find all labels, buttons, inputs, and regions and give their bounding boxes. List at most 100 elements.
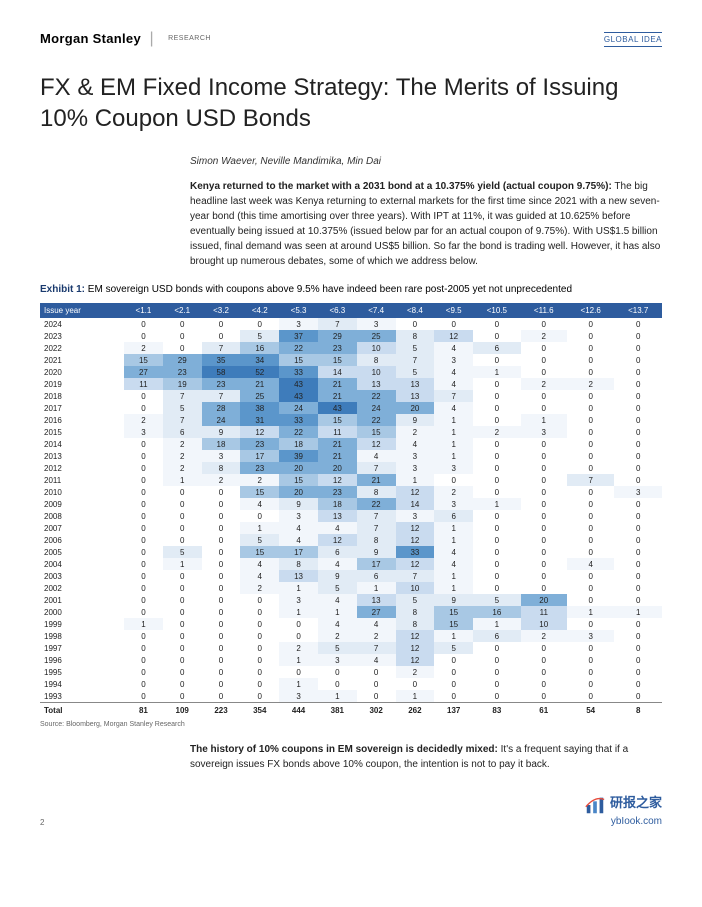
heatmap-cell: 0 [124, 582, 163, 594]
heatmap-cell: 2 [202, 474, 241, 486]
heatmap-cell: 9 [434, 594, 473, 606]
heatmap-cell: 0 [473, 402, 521, 414]
year-cell: 2001 [40, 594, 124, 606]
heatmap-cell: 3 [357, 318, 396, 330]
heatmap-cell: 0 [567, 510, 615, 522]
heatmap-cell: 1 [434, 630, 473, 642]
table-row: 2014021823182112410000 [40, 438, 662, 450]
table-row: 2016272431331522910100 [40, 414, 662, 426]
heatmap-col-header: <5.3 [279, 303, 318, 318]
exhibit-caption: EM sovereign USD bonds with coupons abov… [85, 284, 572, 295]
heatmap-cell: 0 [473, 474, 521, 486]
heatmap-cell: 13 [357, 594, 396, 606]
heatmap-cell: 4 [434, 366, 473, 378]
table-row: 200800003137360000 [40, 510, 662, 522]
heatmap-col-header: <2.1 [163, 303, 202, 318]
heatmap-cell: 0 [614, 330, 662, 342]
heatmap-cell: 17 [240, 450, 279, 462]
heatmap-cell: 1 [279, 678, 318, 690]
heatmap-cell: 24 [202, 414, 241, 426]
heatmap-cell: 43 [279, 390, 318, 402]
heatmap-cell: 58 [202, 366, 241, 378]
heatmap-cell: 0 [240, 594, 279, 606]
heatmap-cell: 1 [521, 414, 567, 426]
heatmap-cell: 0 [124, 654, 163, 666]
heatmap-cell: 0 [434, 318, 473, 330]
heatmap-cell: 0 [614, 342, 662, 354]
year-cell: 2021 [40, 354, 124, 366]
heatmap-cell: 5 [163, 546, 202, 558]
heatmap-cell: 0 [614, 438, 662, 450]
heatmap-cell: 0 [567, 390, 615, 402]
heatmap-cell: 1 [279, 606, 318, 618]
heatmap-cell: 12 [318, 534, 357, 546]
heatmap-cell: 7 [357, 642, 396, 654]
year-cell: 2011 [40, 474, 124, 486]
intro-rest: The big headline last week was Kenya ret… [190, 181, 660, 267]
heatmap-cell: 0 [124, 330, 163, 342]
heatmap-cell: 22 [279, 342, 318, 354]
heatmap-cell: 0 [567, 594, 615, 606]
year-cell: 1996 [40, 654, 124, 666]
heatmap-cell: 0 [473, 570, 521, 582]
heatmap-cell: 0 [614, 462, 662, 474]
heatmap-cell: 0 [567, 522, 615, 534]
table-row: 20120282320207330000 [40, 462, 662, 474]
heatmap-cell: 5 [163, 402, 202, 414]
heatmap-cell: 15 [240, 546, 279, 558]
year-cell: 2009 [40, 498, 124, 510]
heatmap-cell: 15 [434, 606, 473, 618]
heatmap-cell: 0 [567, 642, 615, 654]
exhibit-source: Source: Bloomberg, Morgan Stanley Resear… [40, 721, 662, 728]
heatmap-cell: 0 [473, 678, 521, 690]
heatmap-cell: 43 [318, 402, 357, 414]
heatmap-cell: 0 [614, 450, 662, 462]
heatmap-cell: 0 [124, 486, 163, 498]
heatmap-cell: 0 [318, 666, 357, 678]
year-cell: 1999 [40, 618, 124, 630]
heatmap-cell: 0 [614, 414, 662, 426]
heatmap-cell: 81 [124, 703, 163, 717]
divider: | [149, 30, 153, 47]
heatmap-cell: 0 [614, 558, 662, 570]
year-cell: 2007 [40, 522, 124, 534]
heatmap-cell: 0 [473, 354, 521, 366]
table-row: 19950000000200000 [40, 666, 662, 678]
heatmap-cell: 27 [357, 606, 396, 618]
heatmap-cell: 0 [521, 558, 567, 570]
heatmap-cell: 0 [396, 678, 435, 690]
heatmap-cell: 0 [614, 378, 662, 390]
heatmap-cell: 0 [124, 606, 163, 618]
heatmap-cell: 4 [318, 618, 357, 630]
year-cell: 1994 [40, 678, 124, 690]
heatmap-cell: 6 [163, 426, 202, 438]
year-cell: 2018 [40, 390, 124, 402]
heatmap-cell: 1 [473, 498, 521, 510]
heatmap-cell: 3 [521, 426, 567, 438]
heatmap-cell: 4 [434, 402, 473, 414]
heatmap-cell: 21 [357, 474, 396, 486]
heatmap-cell: 0 [202, 498, 241, 510]
heatmap-cell: 0 [521, 462, 567, 474]
heatmap-cell: 3 [279, 690, 318, 703]
heatmap-cell: 0 [521, 318, 567, 330]
year-cell: 2024 [40, 318, 124, 330]
heatmap-cell: 3 [279, 510, 318, 522]
heatmap-cell: 8 [357, 486, 396, 498]
heatmap-cell: 4 [434, 378, 473, 390]
heatmap-cell: 33 [279, 414, 318, 426]
heatmap-cell: 4 [357, 618, 396, 630]
heatmap-cell: 0 [567, 414, 615, 426]
heatmap-cell: 0 [163, 510, 202, 522]
heatmap-cell: 12 [396, 558, 435, 570]
heatmap-cell: 21 [318, 390, 357, 402]
heatmap-cell: 0 [163, 618, 202, 630]
exhibit-num: Exhibit 1: [40, 284, 85, 295]
heatmap-cell: 354 [240, 703, 279, 717]
heatmap-cell: 0 [614, 534, 662, 546]
heatmap-cell: 21 [318, 438, 357, 450]
heatmap-cell: 12 [318, 474, 357, 486]
heatmap-cell: 12 [396, 654, 435, 666]
heatmap-cell: 5 [240, 534, 279, 546]
heatmap-cell: 7 [202, 342, 241, 354]
